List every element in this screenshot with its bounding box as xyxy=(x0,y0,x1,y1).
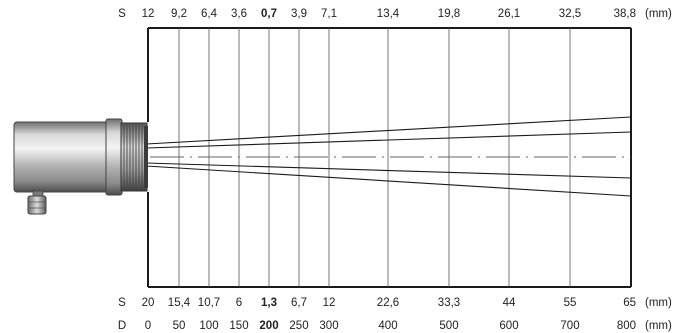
distance-value-8: 500 xyxy=(439,320,458,332)
bottom-spot-value-2: 10,7 xyxy=(198,297,220,309)
distance-value-7: 400 xyxy=(378,320,397,332)
distance-value-3: 150 xyxy=(229,320,248,332)
top-spot-value-9: 26,1 xyxy=(498,8,520,20)
top-row-prefix: S xyxy=(118,8,126,20)
distance-value-10: 700 xyxy=(560,320,579,332)
top-spot-value-0: 12 xyxy=(142,8,155,20)
distance-gridlines xyxy=(178,28,571,287)
top-row-unit: (mm) xyxy=(645,8,672,20)
bottom-spot-value-7: 22,6 xyxy=(377,297,399,309)
bottom-spot-value-1: 15,4 xyxy=(168,297,191,309)
bottom-spot-value-11: 65 xyxy=(623,297,636,309)
bottom-spot-value-8: 33,3 xyxy=(438,297,460,309)
top-spot-value-2: 6,4 xyxy=(201,8,218,20)
beam-outer-bottom xyxy=(145,165,632,197)
bottom-spot-value-4: 1,3 xyxy=(261,297,277,309)
top-spot-value-6: 7,1 xyxy=(321,8,337,20)
distance-value-11: 800 xyxy=(617,320,636,332)
distance-value-5: 250 xyxy=(289,320,308,332)
distance-value-1: 50 xyxy=(173,320,186,332)
top-spot-value-3: 3,6 xyxy=(231,8,247,20)
bottom-spot-value-0: 20 xyxy=(142,297,155,309)
distance-value-9: 600 xyxy=(499,320,518,332)
bottom-spot-value-5: 6,7 xyxy=(291,297,307,309)
top-spot-value-7: 13,4 xyxy=(377,8,400,20)
sensor-collar xyxy=(105,118,123,196)
beam-inner-top xyxy=(145,131,632,149)
bottom-spot-value-10: 55 xyxy=(564,297,577,309)
beam-inner-bottom xyxy=(145,162,632,179)
sensor-thread xyxy=(120,122,148,192)
sensor-body xyxy=(13,121,113,193)
diagram-frame xyxy=(147,27,632,288)
top-spot-value-5: 3,9 xyxy=(291,8,307,20)
top-spot-values: 12 9,2 6,4 3,6 0,7 3,9 7,1 13,4 19,8 26,1 32,5 38,8 xyxy=(142,8,636,20)
top-spot-size-row: S 12 9,2 6,4 3,6 0,7 3,9 7,1 13,4 19,8 26,1 32,5 38… xyxy=(118,8,672,20)
beam-lines xyxy=(145,116,632,197)
top-spot-value-8: 19,8 xyxy=(438,8,460,20)
top-spot-value-4: 0,7 xyxy=(261,8,277,20)
connector xyxy=(27,195,47,215)
top-spot-value-10: 32,5 xyxy=(559,8,581,20)
bottom-spot-size-row: S 20 15,4 10,7 6 1,3 6,7 12 22,6 33,3 44 55 65 (mm) xyxy=(118,297,672,309)
distance-row-prefix: D xyxy=(118,320,126,332)
distance-value-4: 200 xyxy=(259,320,278,332)
distance-value-2: 100 xyxy=(199,320,218,332)
distance-row-unit: (mm) xyxy=(645,320,672,332)
top-spot-value-11: 38,8 xyxy=(614,8,636,20)
bottom-spot-value-3: 6 xyxy=(236,297,242,309)
distance-value-6: 300 xyxy=(319,320,338,332)
distance-value-0: 0 xyxy=(145,320,151,332)
bottom-spot-value-6: 12 xyxy=(323,297,336,309)
sensor-lens-face xyxy=(144,126,148,188)
distance-values: 0 50 100 150 200 250 300 400 500 600 700 800 xyxy=(145,320,636,332)
bottom-spot-values: 20 15,4 10,7 6 1,3 6,7 12 22,6 33,3 44 55 65 xyxy=(142,297,636,309)
sensor-device xyxy=(13,118,148,215)
distance-row: D 0 50 100 150 200 250 300 400 500 600 700 800 (mm) xyxy=(118,320,672,332)
bottom-row-prefix: S xyxy=(118,297,126,309)
thread-grooves xyxy=(123,124,143,190)
beam-outer-top xyxy=(145,116,632,145)
bottom-spot-value-9: 44 xyxy=(503,297,516,309)
top-spot-value-1: 9,2 xyxy=(171,8,187,20)
bottom-row-unit: (mm) xyxy=(645,297,672,309)
